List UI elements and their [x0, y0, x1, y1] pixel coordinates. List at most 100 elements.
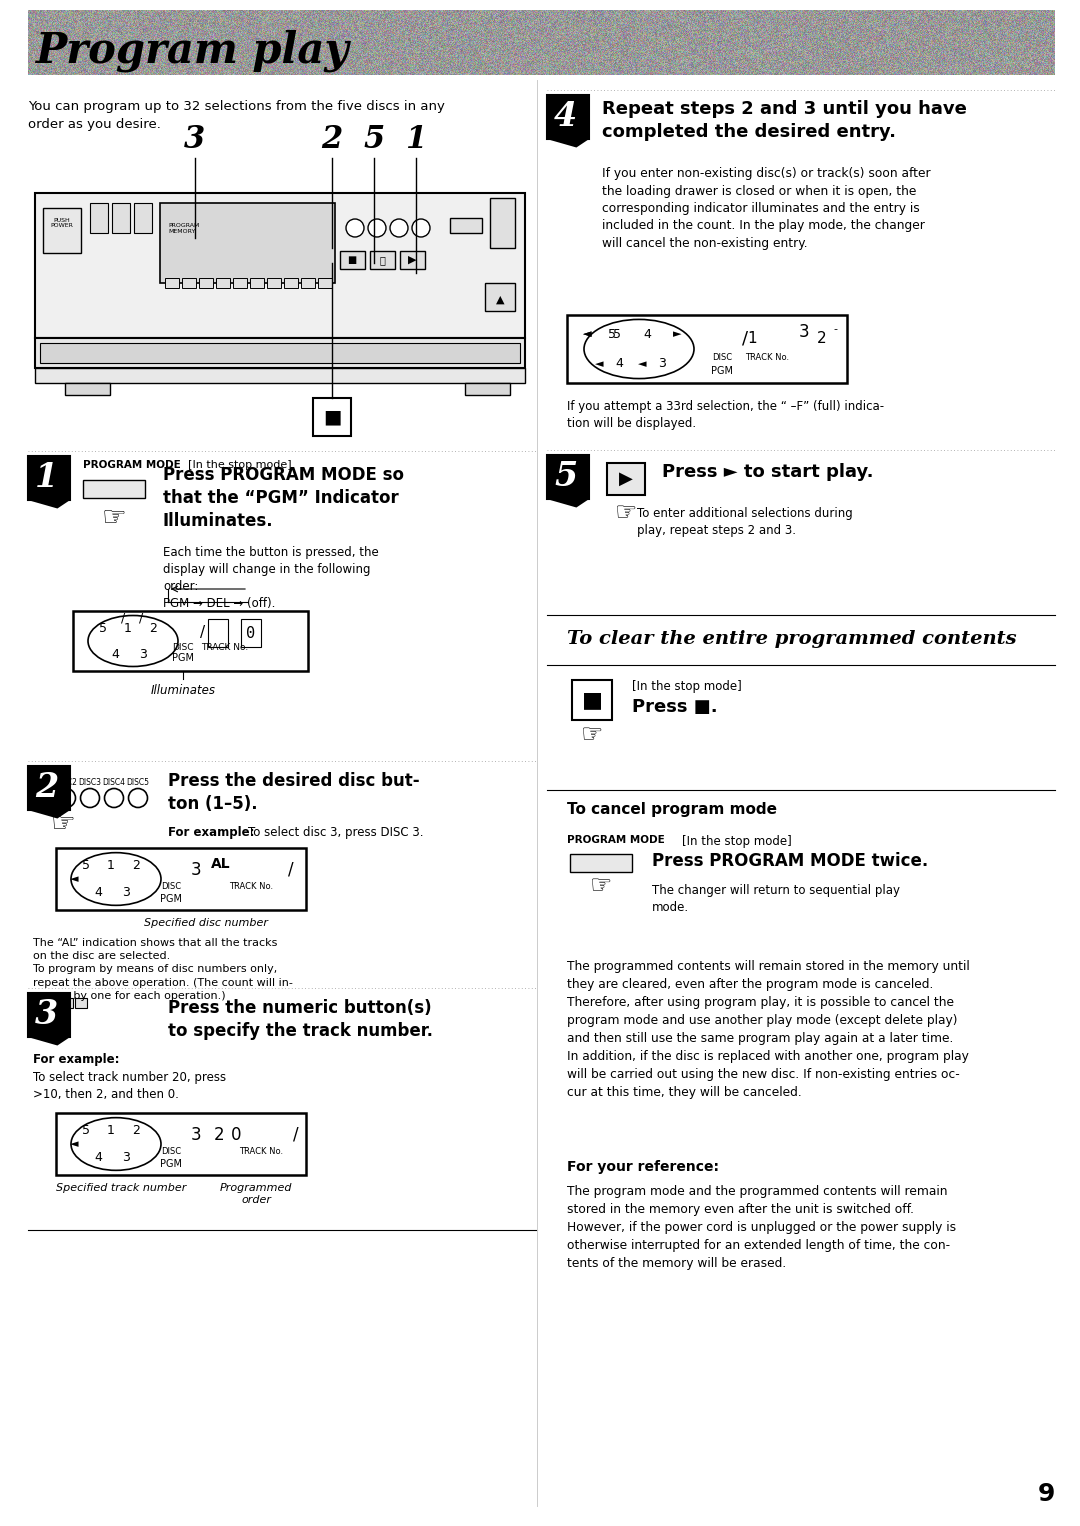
Bar	[546, 95, 589, 139]
Text: TRACK No.: TRACK No.	[239, 1148, 283, 1155]
Text: 3: 3	[191, 1126, 201, 1143]
Text: 5: 5	[82, 859, 90, 871]
Text: 5: 5	[82, 1123, 90, 1137]
Bar	[28, 456, 70, 501]
Text: PROGRAM
MEMORY: PROGRAM MEMORY	[168, 223, 200, 233]
Text: ■: ■	[323, 407, 341, 426]
Text: DISC2: DISC2	[55, 778, 78, 787]
Text: Specified track number: Specified track number	[56, 1183, 186, 1193]
Text: /: /	[293, 1126, 299, 1143]
Text: ☞: ☞	[51, 810, 76, 838]
Text: /: /	[201, 624, 205, 639]
Text: /: /	[288, 861, 294, 879]
Text: ►: ►	[673, 330, 681, 339]
Text: Program play: Program play	[36, 29, 350, 72]
Text: ◄: ◄	[583, 330, 591, 339]
Bar	[28, 766, 70, 810]
Text: 5: 5	[554, 461, 578, 493]
Circle shape	[411, 220, 430, 237]
Text: ◄: ◄	[638, 359, 646, 369]
Circle shape	[56, 789, 76, 807]
Text: DISC: DISC	[161, 882, 181, 891]
Text: 4: 4	[94, 887, 102, 899]
Text: /: /	[139, 612, 144, 624]
Text: For example:: For example:	[168, 826, 255, 839]
Text: You can program up to 32 selections from the five discs in any
order as you desi: You can program up to 32 selections from…	[28, 101, 445, 131]
Text: TRACK No.: TRACK No.	[745, 353, 789, 362]
Text: 2: 2	[132, 859, 140, 871]
Text: 3: 3	[36, 998, 58, 1032]
Bar	[112, 203, 130, 233]
Text: The program mode and the programmed contents will remain
stored in the memory ev: The program mode and the programmed cont…	[567, 1186, 956, 1270]
Text: Press PROGRAM MODE twice.: Press PROGRAM MODE twice.	[652, 852, 928, 870]
Text: ☞: ☞	[102, 504, 126, 533]
Text: Each time the button is pressed, the
display will change in the following
order:: Each time the button is pressed, the dis…	[163, 546, 379, 610]
Circle shape	[390, 220, 408, 237]
Text: ◄: ◄	[595, 359, 604, 369]
Text: /: /	[742, 330, 748, 348]
Text: 2: 2	[322, 124, 342, 156]
Text: 3: 3	[658, 357, 666, 371]
Text: The programmed contents will remain stored in the memory until
they are cleared,: The programmed contents will remain stor…	[567, 960, 970, 1099]
Bar	[33, 998, 45, 1009]
Text: 1: 1	[124, 623, 132, 635]
Bar	[199, 278, 213, 288]
Text: -: -	[833, 324, 837, 334]
Text: DISC: DISC	[712, 353, 732, 362]
Text: DISC1: DISC1	[30, 778, 53, 787]
Text: 1: 1	[107, 859, 114, 871]
Text: 2: 2	[149, 623, 157, 635]
Text: 3: 3	[799, 324, 809, 340]
Text: PUSH
POWER: PUSH POWER	[51, 218, 73, 229]
Bar	[318, 278, 332, 288]
Text: To cancel program mode: To cancel program mode	[567, 803, 777, 816]
Bar	[35, 368, 525, 383]
Text: DISC3: DISC3	[79, 778, 102, 787]
Text: 1: 1	[36, 461, 58, 494]
Bar	[60, 998, 73, 1009]
Text: ▶: ▶	[408, 255, 416, 266]
Text: 5: 5	[613, 328, 621, 340]
Text: 1: 1	[107, 1123, 114, 1137]
Bar	[570, 855, 632, 871]
Text: 2: 2	[818, 331, 827, 346]
Text: 1: 1	[405, 124, 427, 156]
Bar	[216, 278, 230, 288]
Text: ☞: ☞	[615, 501, 637, 525]
Text: 3: 3	[191, 861, 201, 879]
Text: PGM: PGM	[160, 1158, 183, 1169]
Bar	[572, 681, 612, 720]
Text: To enter additional selections during
play, repeat steps 2 and 3.: To enter additional selections during pl…	[637, 507, 853, 537]
Text: The “AL” indication shows that all the tracks
on the disc are selected.
To progr: The “AL” indication shows that all the t…	[33, 938, 293, 1001]
Text: 5: 5	[99, 623, 107, 635]
Bar	[75, 998, 87, 1009]
Bar	[301, 278, 315, 288]
Text: 2: 2	[132, 1123, 140, 1137]
Text: 0: 0	[231, 1126, 241, 1143]
Bar	[28, 993, 70, 1038]
Text: 0: 0	[246, 626, 256, 641]
Text: PROGRAM MODE: PROGRAM MODE	[567, 835, 665, 845]
Text: ▶: ▶	[619, 470, 633, 488]
Text: 9: 9	[1038, 1482, 1055, 1506]
Text: ⏸: ⏸	[379, 255, 384, 266]
Circle shape	[105, 789, 123, 807]
Text: TRACK No.: TRACK No.	[201, 642, 248, 652]
Text: To select disc 3, press DISC 3.: To select disc 3, press DISC 3.	[248, 826, 423, 839]
Text: Press ► to start play.: Press ► to start play.	[662, 462, 874, 481]
Bar	[73, 610, 308, 671]
Bar	[208, 620, 228, 647]
Text: Press the desired disc but-
ton (1–5).: Press the desired disc but- ton (1–5).	[168, 772, 420, 813]
Bar	[313, 398, 351, 436]
Bar	[233, 278, 247, 288]
Bar	[546, 455, 589, 499]
Bar	[35, 192, 525, 337]
Text: ◄: ◄	[583, 330, 591, 339]
Bar	[56, 1112, 306, 1175]
Text: 4: 4	[616, 357, 623, 371]
Bar	[567, 314, 847, 383]
Text: ■: ■	[581, 690, 603, 710]
Text: 3: 3	[122, 1151, 130, 1164]
Bar	[607, 462, 645, 494]
Text: Illuminates: Illuminates	[150, 684, 216, 697]
